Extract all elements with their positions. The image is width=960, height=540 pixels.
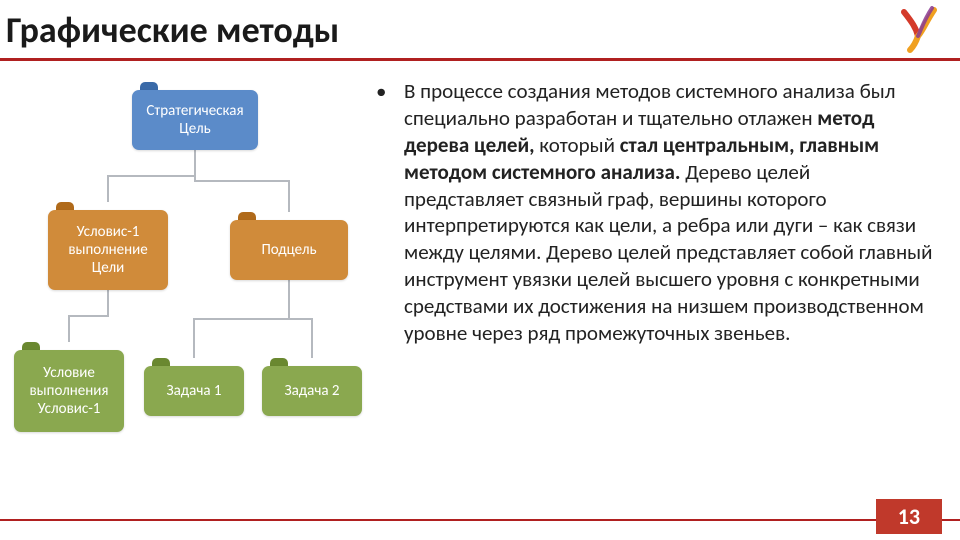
title-row: Графические методы: [0, 0, 960, 56]
diagram-node-leaf2: Задача 1: [144, 366, 244, 416]
diagram-node-leaf3: Задача 2: [262, 366, 362, 416]
divider-top: [0, 58, 960, 61]
diagram-column: СтратегическаяЦель Условис-1выполнениеЦел…: [0, 70, 390, 480]
diagram-node-subgoal: Подцель: [230, 220, 348, 280]
text-part2: который: [535, 132, 620, 158]
bullet-paragraph: •В процессе создания методов системного …: [390, 78, 934, 347]
diagram-node-cond1: Условис-1выполнениеЦели: [48, 210, 168, 290]
text-part3: Дерево целей представляет связный граф, …: [404, 159, 933, 346]
diagram-node-root: СтратегическаяЦель: [132, 90, 258, 150]
bullet-dot: •: [390, 78, 404, 105]
page-number: 13: [876, 499, 942, 534]
slide: Графические методы СтратегическаяЦель Усл…: [0, 0, 960, 540]
diagram-node-leaf1: УсловиевыполненияУсловис-1: [14, 350, 124, 432]
logo-icon: [894, 6, 942, 54]
divider-bottom: [0, 519, 960, 521]
slide-title: Графические методы: [6, 8, 339, 52]
content-area: СтратегическаяЦель Условис-1выполнениеЦел…: [0, 70, 960, 480]
text-column: •В процессе создания методов системного …: [390, 70, 960, 480]
